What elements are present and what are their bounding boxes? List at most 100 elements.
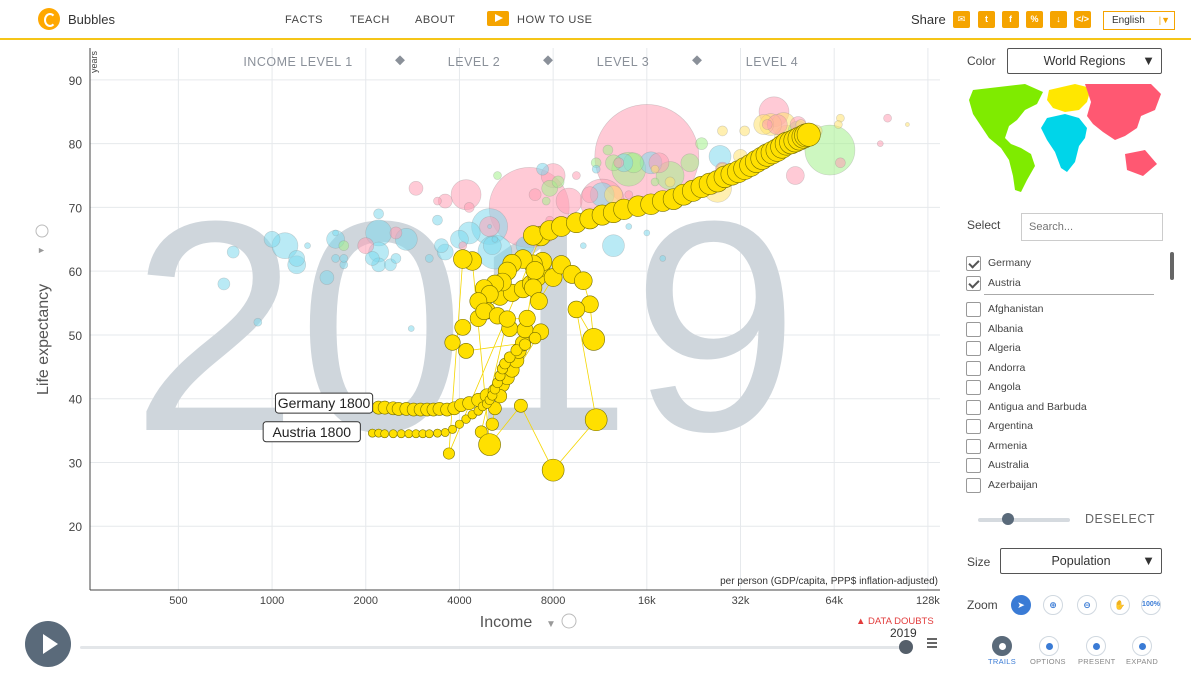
country-checkbox[interactable] bbox=[966, 438, 981, 454]
country-bubble[interactable] bbox=[432, 214, 443, 226]
embed-icon[interactable]: </> bbox=[1074, 11, 1091, 28]
country-bubble[interactable] bbox=[572, 171, 581, 180]
country-bubble[interactable] bbox=[625, 223, 633, 230]
trail-bubble-germany[interactable] bbox=[454, 318, 472, 336]
trail-bubble-germany[interactable] bbox=[518, 309, 536, 327]
trail-label[interactable]: Germany 1800 bbox=[278, 395, 371, 411]
country-bubble[interactable] bbox=[288, 250, 306, 267]
country-bubble[interactable] bbox=[389, 226, 403, 240]
trail-bubble-germany[interactable] bbox=[458, 342, 474, 359]
gapminder-logo-icon[interactable] bbox=[38, 8, 60, 30]
country-bubble[interactable] bbox=[217, 277, 231, 291]
country-bubble[interactable] bbox=[650, 177, 660, 187]
deselect-button[interactable]: DESELECT bbox=[1085, 512, 1155, 526]
zoom-100-button[interactable]: 100% bbox=[1141, 595, 1161, 615]
country-bubble[interactable] bbox=[434, 238, 449, 253]
country-bubble[interactable] bbox=[602, 234, 625, 257]
country-bubble[interactable] bbox=[332, 229, 339, 237]
country-bubble[interactable] bbox=[304, 242, 311, 249]
trail-bubble-germany[interactable] bbox=[584, 408, 608, 432]
bubble-chart[interactable]: 2019 INCOME LEVEL 1 LEVEL 2 LEVEL 3 LEVEL 4… bbox=[0, 40, 950, 640]
country-checkbox[interactable] bbox=[966, 276, 981, 291]
trail-bubble-austria[interactable] bbox=[461, 414, 471, 424]
trail-bubble-germany[interactable] bbox=[444, 334, 461, 351]
country-bubble[interactable] bbox=[555, 187, 583, 215]
x-help-icon[interactable] bbox=[561, 613, 577, 629]
data-doubts-link[interactable]: ▲ DATA DOUBTS bbox=[856, 616, 934, 627]
opacity-handle[interactable] bbox=[1002, 513, 1014, 525]
play-icon[interactable] bbox=[487, 11, 509, 26]
trail-bubble-germany[interactable] bbox=[582, 328, 606, 351]
country-bubble[interactable] bbox=[407, 325, 415, 332]
trail-bubble-austria[interactable] bbox=[448, 424, 457, 434]
country-bubble[interactable] bbox=[541, 196, 551, 206]
timeline-slider[interactable] bbox=[80, 646, 905, 649]
arrow-cursor-icon[interactable]: ➤ bbox=[1011, 595, 1031, 615]
country-bubble[interactable] bbox=[579, 242, 587, 249]
country-bubble[interactable] bbox=[458, 241, 468, 250]
trail-bubble-germany[interactable] bbox=[796, 122, 821, 147]
hand-pan-icon[interactable]: ✋ bbox=[1110, 595, 1130, 615]
trail-label[interactable]: Austria 1800 bbox=[272, 424, 351, 440]
trail-bubble-austria[interactable] bbox=[454, 419, 464, 429]
expand-button[interactable] bbox=[1132, 636, 1152, 656]
trail-bubble-austria[interactable] bbox=[440, 428, 450, 437]
nav-facts[interactable]: FACTS bbox=[285, 14, 323, 26]
trail-bubble-austria[interactable] bbox=[380, 429, 389, 439]
trail-bubble-germany[interactable] bbox=[442, 447, 455, 460]
country-bubble[interactable] bbox=[463, 202, 475, 213]
country-bubble[interactable] bbox=[331, 254, 340, 263]
trail-bubble-germany[interactable] bbox=[485, 417, 499, 431]
trail-bubble-germany[interactable] bbox=[525, 261, 545, 280]
options-button[interactable] bbox=[1039, 636, 1059, 656]
search-input[interactable] bbox=[1021, 213, 1163, 241]
country-checkbox[interactable] bbox=[966, 399, 981, 415]
country-bubble[interactable] bbox=[357, 237, 375, 254]
country-checkbox[interactable] bbox=[966, 419, 981, 434]
trails-button[interactable] bbox=[992, 636, 1012, 656]
country-checkbox[interactable] bbox=[966, 302, 981, 317]
trail-bubble-germany[interactable] bbox=[574, 271, 593, 290]
country-list[interactable]: Germany Austria Afghanistan Albania Algeria A… bbox=[960, 252, 1178, 500]
country-bubble[interactable] bbox=[659, 255, 667, 262]
trail-bubble-germany[interactable] bbox=[541, 458, 565, 482]
country-bubble[interactable] bbox=[581, 186, 599, 203]
country-checkbox[interactable] bbox=[966, 360, 981, 376]
link-icon[interactable]: % bbox=[1026, 11, 1043, 28]
country-bubble[interactable] bbox=[905, 122, 910, 127]
trail-bubble-austria[interactable] bbox=[510, 344, 523, 357]
timeline-handle[interactable] bbox=[899, 640, 913, 654]
zoom-out-icon[interactable]: ⊖ bbox=[1077, 595, 1097, 615]
country-bubble[interactable] bbox=[835, 157, 846, 169]
country-checkbox[interactable] bbox=[966, 321, 981, 337]
list-scrollbar[interactable] bbox=[1170, 252, 1174, 280]
play-button[interactable] bbox=[25, 621, 71, 667]
country-bubble[interactable] bbox=[373, 208, 384, 220]
trail-bubble-germany[interactable] bbox=[530, 292, 548, 310]
map-europe[interactable] bbox=[1047, 84, 1091, 112]
trail-bubble-germany[interactable] bbox=[478, 433, 501, 456]
country-bubble[interactable] bbox=[876, 140, 884, 147]
country-bubble[interactable] bbox=[786, 166, 805, 185]
country-bubble[interactable] bbox=[433, 196, 442, 206]
mail-icon[interactable]: ✉ bbox=[953, 11, 970, 28]
country-bubble[interactable] bbox=[338, 240, 350, 251]
country-bubble[interactable] bbox=[487, 224, 492, 229]
y-axis-label[interactable]: Life expectancy bbox=[35, 284, 52, 395]
country-checkbox[interactable] bbox=[966, 458, 981, 473]
download-icon[interactable]: ↓ bbox=[1050, 11, 1067, 28]
country-bubble[interactable] bbox=[493, 171, 502, 180]
trail-bubble-austria[interactable] bbox=[404, 429, 414, 439]
country-bubble[interactable] bbox=[424, 254, 434, 263]
map-asia[interactable] bbox=[1085, 84, 1161, 176]
trail-bubble-austria[interactable] bbox=[433, 428, 442, 438]
trail-bubble-germany[interactable] bbox=[498, 310, 516, 328]
trail-bubble-austria[interactable] bbox=[424, 429, 434, 439]
color-dropdown[interactable]: World Regions ▼ bbox=[1007, 48, 1162, 74]
present-button[interactable] bbox=[1086, 636, 1106, 656]
opacity-slider[interactable] bbox=[978, 518, 1070, 522]
y-help-icon[interactable] bbox=[35, 224, 49, 238]
country-bubble[interactable] bbox=[551, 175, 565, 189]
country-bubble[interactable] bbox=[602, 144, 614, 156]
country-bubble[interactable] bbox=[834, 120, 843, 129]
